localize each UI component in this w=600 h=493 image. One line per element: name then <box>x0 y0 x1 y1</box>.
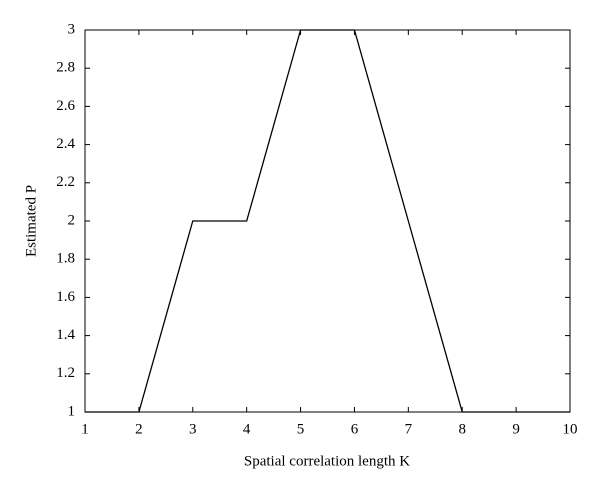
y-tick-label: 3 <box>68 21 76 37</box>
y-tick-label: 1.4 <box>56 327 75 343</box>
x-tick-label: 7 <box>405 421 413 437</box>
y-tick-label: 2.4 <box>56 136 75 152</box>
y-tick-label: 1.6 <box>56 289 75 305</box>
x-tick-label: 1 <box>81 421 89 437</box>
y-axis-label: Estimated P <box>23 185 39 257</box>
x-axis-label: Spatial correlation length K <box>244 453 410 469</box>
y-tick-label: 1 <box>68 403 76 419</box>
x-tick-label: 4 <box>243 421 251 437</box>
y-tick-label: 1.2 <box>56 365 75 381</box>
x-tick-label: 9 <box>512 421 520 437</box>
y-tick-label: 2.2 <box>56 174 75 190</box>
x-tick-label: 2 <box>135 421 143 437</box>
x-tick-label: 8 <box>458 421 466 437</box>
y-tick-label: 2.6 <box>56 98 75 114</box>
y-tick-label: 1.8 <box>56 251 75 267</box>
y-tick-label: 2 <box>68 212 76 228</box>
data-line <box>85 29 570 413</box>
x-tick-label: 10 <box>563 421 578 437</box>
y-tick-label: 2.8 <box>56 60 75 76</box>
x-tick-label: 5 <box>297 421 305 437</box>
x-tick-label: 3 <box>189 421 197 437</box>
plot-frame <box>84 29 571 413</box>
x-tick-label: 6 <box>351 421 359 437</box>
